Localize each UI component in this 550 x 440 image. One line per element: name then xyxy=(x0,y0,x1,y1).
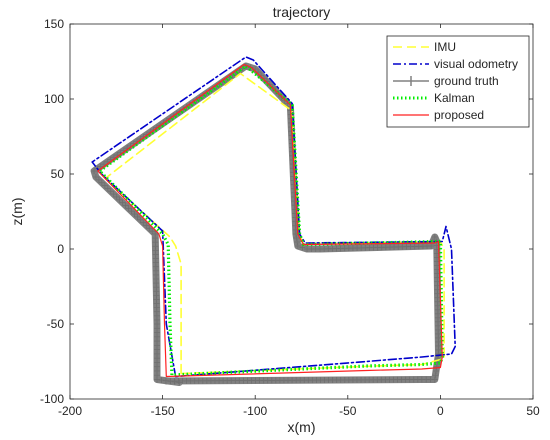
x-tick-label: -150 xyxy=(151,404,175,418)
series-line-proposed xyxy=(97,63,443,378)
y-tick-label: 0 xyxy=(57,242,64,256)
y-tick-label: -50 xyxy=(47,317,65,331)
axes-box xyxy=(69,23,534,400)
series-line-imu xyxy=(104,72,445,375)
legend-label-ground-truth: ground truth xyxy=(434,74,499,88)
series-line-kalman xyxy=(97,64,444,377)
x-tick-label: -200 xyxy=(58,404,82,418)
x-axis-label: x(m) xyxy=(288,419,316,435)
series-line-visual-odometry xyxy=(91,56,457,378)
x-tick-label: 0 xyxy=(437,404,444,418)
legend-label-proposed: proposed xyxy=(434,108,484,122)
y-axis-label: z(m) xyxy=(9,198,25,226)
y-tick-label: -100 xyxy=(40,392,64,406)
y-tick-label: 150 xyxy=(44,17,64,31)
chart-title: trajectory xyxy=(273,4,331,20)
x-tick-label: 50 xyxy=(526,404,540,418)
y-tick-label: 50 xyxy=(51,167,65,181)
y-tick-label: 100 xyxy=(44,92,64,106)
x-tick-label: -100 xyxy=(243,404,267,418)
legend-label-kalman: Kalman xyxy=(434,91,475,105)
legend-label-visual-odometry: visual odometry xyxy=(434,57,518,71)
legend-label-imu: IMU xyxy=(434,40,456,54)
x-tick-label: -50 xyxy=(339,404,357,418)
